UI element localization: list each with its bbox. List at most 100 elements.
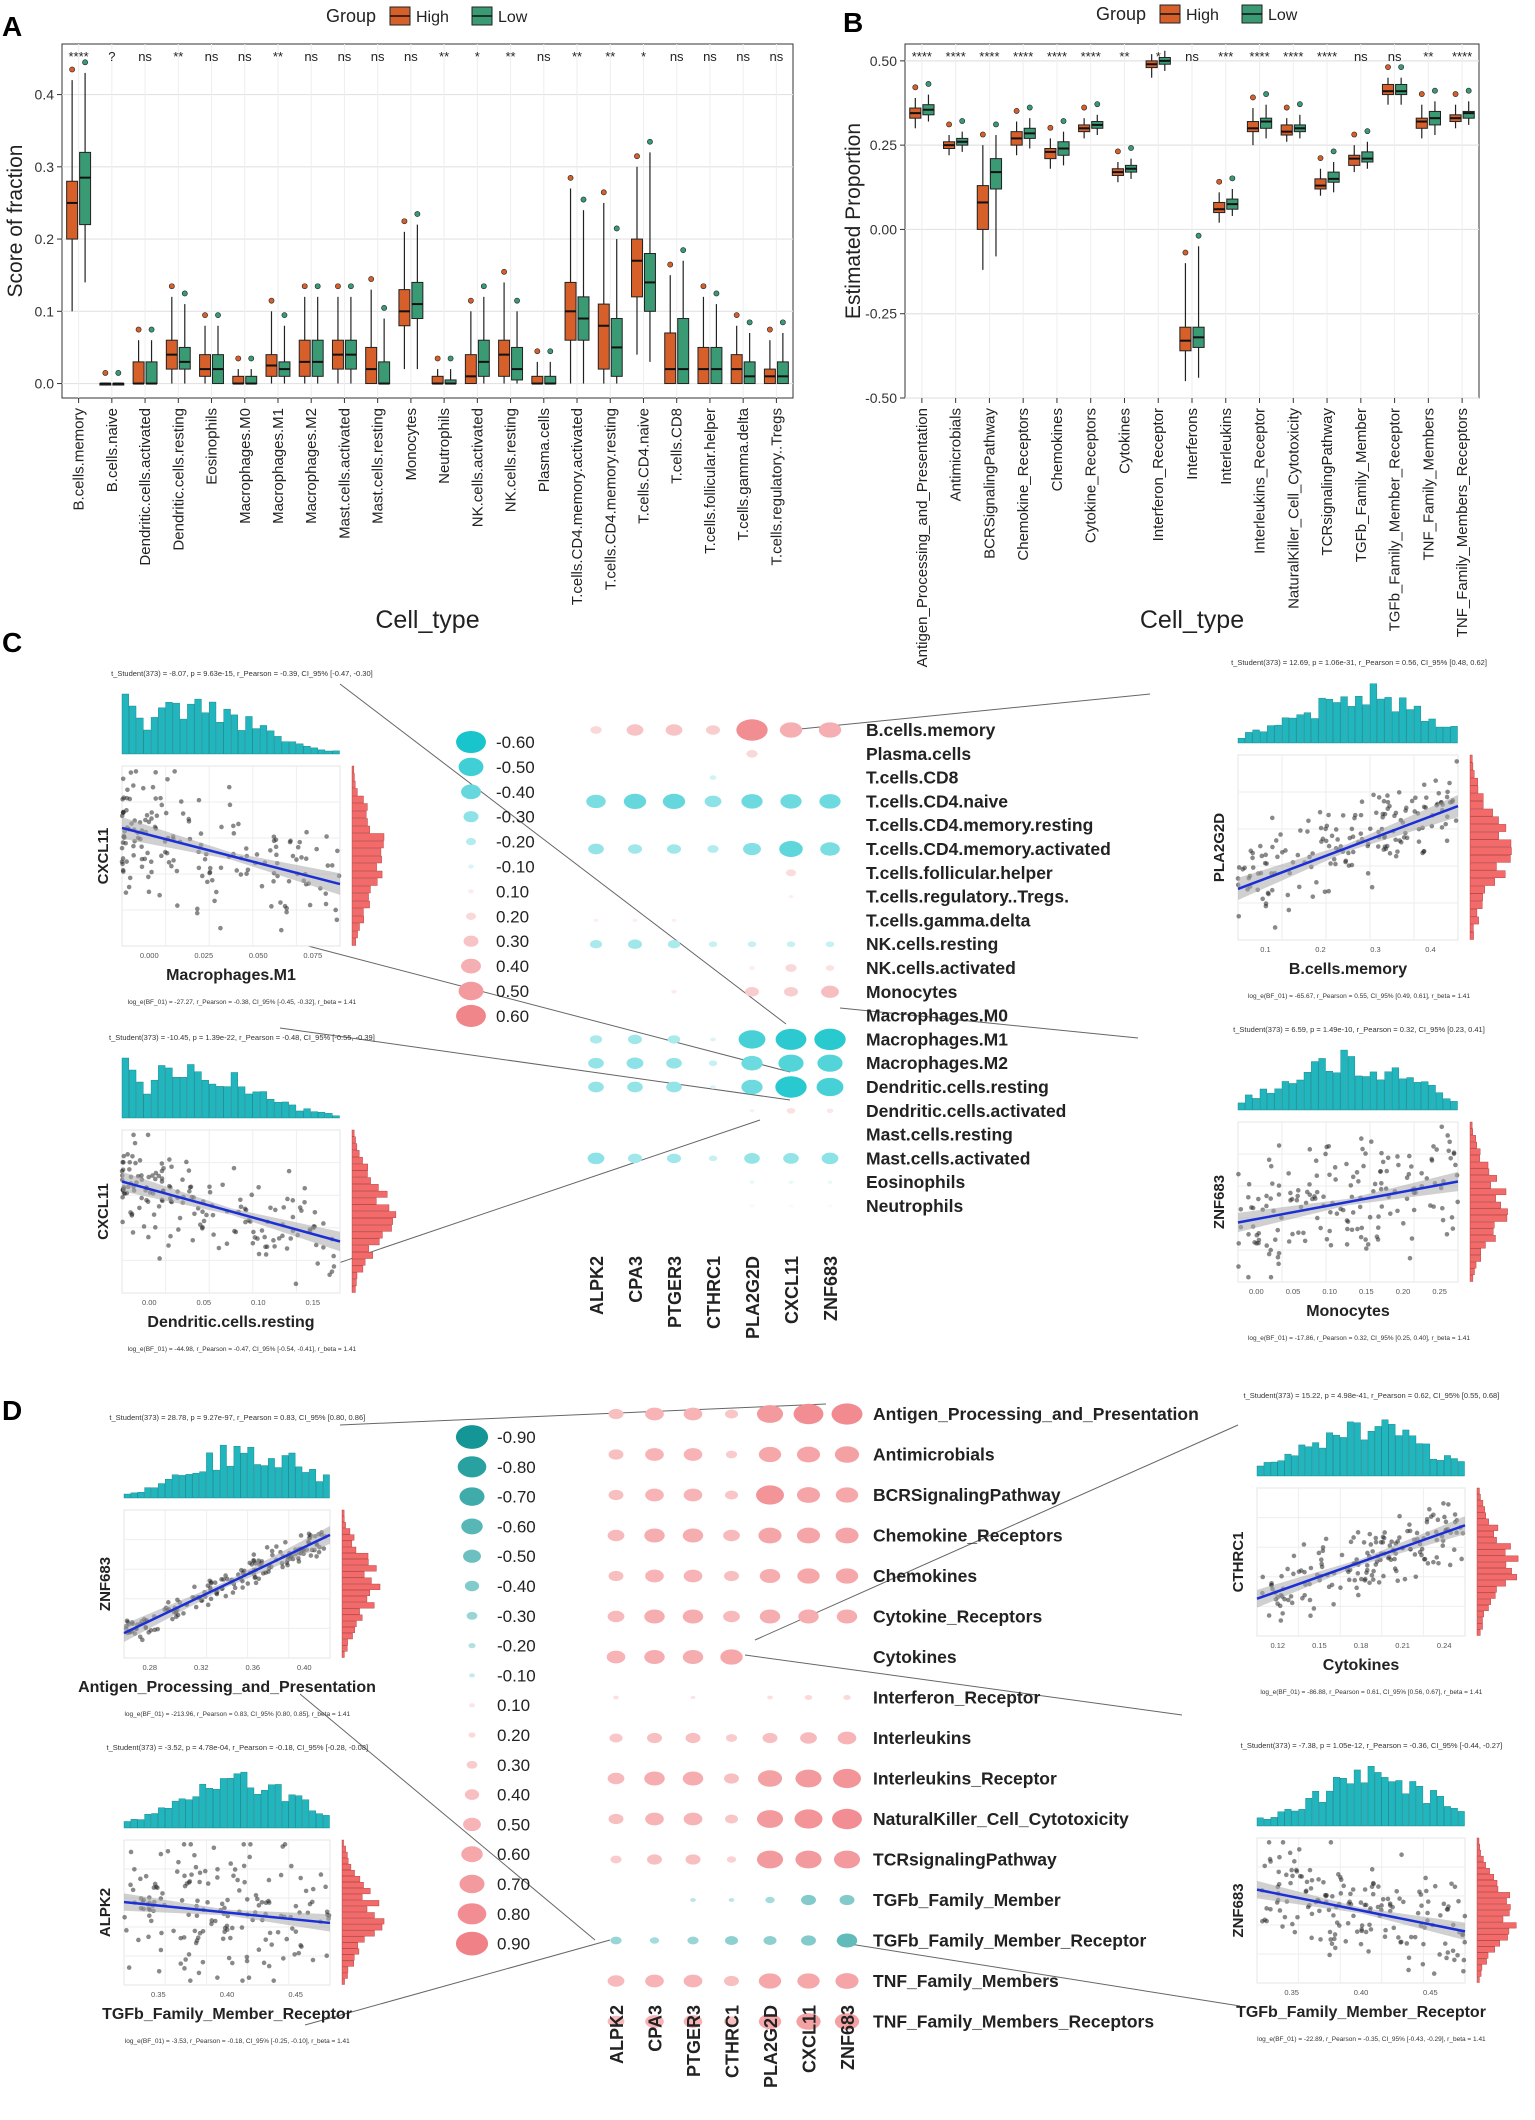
box-low [1462, 110, 1475, 119]
scatter-point [143, 1873, 149, 1879]
marginal-hist-bar-x [1319, 1447, 1327, 1477]
marginal-hist-bar-x [233, 1773, 241, 1829]
box-high [1381, 83, 1395, 96]
scatter-point [175, 1612, 181, 1618]
marginal-hist-bar-y [351, 893, 369, 901]
y-tick-label: 0.25 [870, 137, 897, 153]
marginal-hist-bar-x [1384, 1071, 1392, 1111]
scatter-point [1421, 1941, 1426, 1947]
x-tick-label: T.cells.regulatory..Tregs [768, 408, 785, 566]
box-high [976, 185, 989, 230]
outlier-point [1195, 232, 1202, 239]
scatter-point [207, 1184, 212, 1190]
scatter-point [239, 1925, 245, 1930]
correlation-bubble [796, 2013, 821, 2030]
legend-bubble [466, 837, 476, 846]
regression-line [1237, 804, 1459, 891]
marginal-hist-bar-y [351, 1265, 364, 1273]
scatter-point [1329, 1941, 1335, 1947]
marginal-hist-bar-x [295, 1795, 303, 1829]
marginal-hist-bar-y [1469, 1195, 1496, 1202]
scatter-y-title: CXCL11 [95, 1183, 112, 1240]
scatter-point [148, 1918, 154, 1924]
outlier-point [580, 196, 587, 203]
scatter-point [1461, 1957, 1467, 1963]
correlation-bubble [609, 1733, 623, 1743]
marginal-hist-bar-x [208, 701, 217, 755]
legend-value-label: -0.70 [497, 1488, 536, 1507]
scatter-point [1354, 1170, 1360, 1175]
scatter-point [148, 859, 154, 865]
scatter-point [1320, 1545, 1326, 1550]
scatter-point [297, 839, 303, 845]
scatter-point [1275, 1601, 1280, 1607]
scatter-point [293, 1929, 299, 1934]
scatter-point [242, 1206, 248, 1212]
scatter-point [220, 1936, 226, 1942]
scatter-point [207, 869, 213, 875]
scatter-point [1372, 1181, 1378, 1187]
scatter-x-title: TGFb_Family_Member_Receptor [102, 2006, 352, 2023]
scatter-x-title: Antigen_Processing_and_Presentation [78, 1679, 376, 1696]
row-label: B.cells.memory [866, 720, 996, 740]
marginal-hist-bar-y [351, 765, 355, 774]
marginal-hist-bar-x [1399, 697, 1407, 744]
marginal-hist-bar-x [1428, 1084, 1436, 1111]
scatter-point [1301, 1230, 1306, 1236]
marginal-hist-bar-y [351, 1156, 363, 1164]
legend-title: Group [1096, 4, 1146, 24]
outlier-point [1229, 175, 1236, 182]
scatter-point [1265, 890, 1271, 896]
outlier-point [268, 297, 275, 304]
scatter-point [1413, 1574, 1419, 1580]
marginal-hist-bar-y [1476, 1940, 1500, 1947]
y-tick-label: 0.0 [35, 376, 55, 392]
marginal-hist-bar-x [288, 1452, 296, 1499]
marginal-hist-bar-x [303, 745, 311, 755]
scatter-point [1351, 1535, 1356, 1540]
row-label: Mast.cells.activated [866, 1148, 1030, 1168]
scatter-point [215, 1975, 220, 1980]
scatter-point [1264, 1203, 1269, 1209]
scatter-point [293, 1281, 299, 1287]
scatter-point [211, 1232, 216, 1237]
scatter-point [1358, 1136, 1364, 1141]
marginal-hist-bar-y [1469, 1215, 1508, 1222]
correlation-bubble [804, 1694, 813, 1701]
marginal-hist-bar-x [288, 1794, 296, 1829]
scatter-point [324, 834, 329, 839]
scatter-point [244, 1954, 250, 1960]
marginal-hist-bar-y [341, 1651, 345, 1658]
scatter-point [165, 1848, 171, 1854]
scatter-point [207, 865, 213, 871]
scatter-point [1260, 896, 1265, 902]
scatter-point [1411, 1207, 1417, 1213]
marginal-hist-bar-y [1476, 1623, 1483, 1630]
scatter-point [1440, 1205, 1445, 1211]
outlier-point [993, 121, 999, 128]
correlation-bubble [749, 1204, 755, 1208]
scatter-point [1276, 1250, 1282, 1256]
marginal-hist-bar-x [179, 1077, 188, 1119]
correlation-bubble [788, 1204, 794, 1208]
legend-value-label: -0.50 [497, 1547, 536, 1566]
scatter-point [1310, 894, 1316, 899]
scatter-point [1332, 1936, 1337, 1942]
scatter-point [169, 1164, 174, 1170]
scatter-point [1407, 1255, 1413, 1261]
scatter-point [1415, 1910, 1421, 1916]
outlier-point [248, 355, 255, 362]
legend-value-label: 0.90 [497, 1935, 530, 1954]
significance-label: ns [371, 49, 385, 64]
significance-label: ns [670, 49, 684, 64]
marginal-hist-bar-x [1443, 726, 1451, 744]
correlation-bubble [756, 1850, 784, 1869]
legend-bubble [463, 1817, 481, 1832]
correlation-bubble [607, 2015, 625, 2028]
box-low [1327, 171, 1340, 183]
scatter-point [1311, 1606, 1317, 1611]
scatter-point [1382, 1530, 1388, 1535]
outlier-point [667, 261, 674, 268]
marginal-hist-bar-y [1469, 1275, 1474, 1282]
scatter-point [205, 1900, 210, 1905]
